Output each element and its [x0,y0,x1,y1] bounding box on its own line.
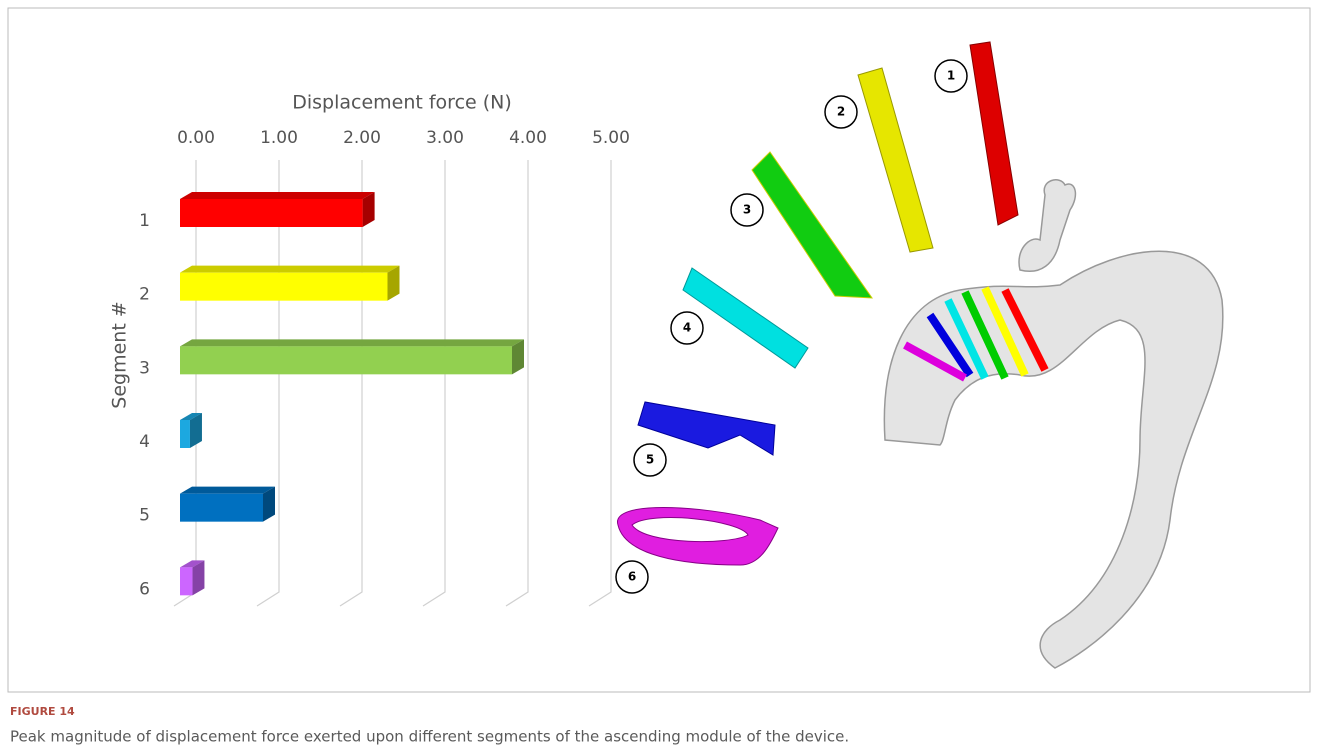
aorta-render: 1 2 3 4 5 6 [615,41,1224,669]
figure-caption: Peak magnitude of displacement force exe… [10,728,849,746]
y-tick-label: 1 [139,211,150,231]
x-axis-title: Displacement force (N) [292,92,512,114]
bar-top [180,265,400,273]
bar-side [362,192,375,227]
grid-line [256,160,280,607]
ring [617,507,779,566]
label-circle [730,193,764,227]
label-circle [934,59,968,93]
ring [682,267,809,369]
ring [857,67,934,253]
bar [180,199,363,227]
segment-label: 6 [628,570,636,584]
label-circle [824,95,858,129]
segment-label: 3 [743,203,751,217]
x-tick-label: 0.00 [177,128,215,148]
bar-side [263,486,275,522]
segment-label: 1 [947,69,955,83]
grid-line [588,160,612,607]
y-tick-label: 3 [139,358,150,378]
bar-top [180,339,524,347]
bar-side [189,413,202,448]
x-tick-label: 3.00 [426,128,464,148]
y-tick-label: 4 [139,432,150,452]
bar-side [512,339,524,375]
y-tick-label: 5 [139,506,150,526]
y-tick-label: 6 [139,579,150,599]
bar [180,420,190,448]
bar [180,567,193,596]
bar-side [387,265,400,301]
aorta-branch [1018,179,1077,272]
x-tick-label: 4.00 [509,128,547,148]
ring [637,401,776,456]
bands [903,286,1049,382]
label-circle [615,560,649,594]
bar-top [180,486,275,494]
chart: Displacement force (N) Segment # 0.00 1.00 2… [109,92,630,607]
grid-line [505,160,529,607]
bar [180,272,388,301]
bar-top [180,560,205,568]
bar-top [180,413,202,420]
figure-label: FIGURE 14 [10,705,75,718]
bar-side [192,560,205,596]
bar [180,493,263,522]
bar [180,346,512,375]
ring [751,151,873,299]
x-tick-label: 1.00 [260,128,298,148]
y-tick-label: 2 [139,285,150,305]
grid-line [422,160,446,607]
bar-top [180,192,375,199]
aorta [883,250,1224,669]
grid-line [339,160,363,607]
label-circle [670,311,704,345]
x-tick-label: 2.00 [343,128,381,148]
segment-label: 2 [837,105,845,119]
segment-label: 4 [683,321,691,335]
ring [969,41,1019,226]
segment-label: 5 [646,453,654,467]
label-circle [633,443,667,477]
y-axis-title: Segment # [109,301,131,408]
x-tick-label: 5.00 [592,128,630,148]
